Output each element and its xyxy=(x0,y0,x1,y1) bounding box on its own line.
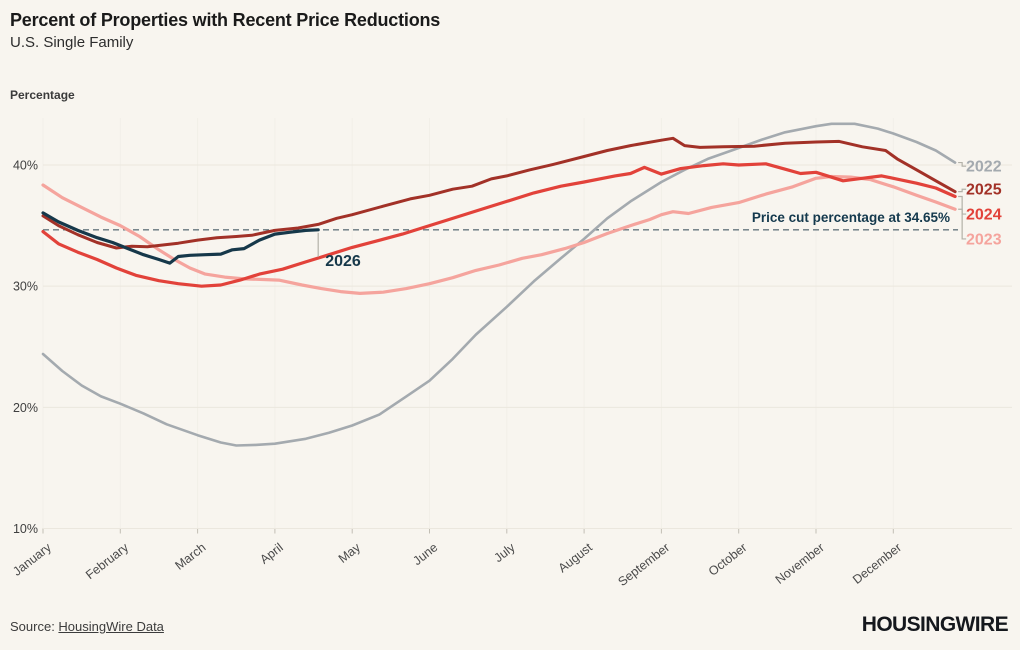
housingwire-logo: HOUSINGWIRE xyxy=(861,613,1009,636)
source-note: Source: HousingWire Data xyxy=(10,619,164,634)
series-line-2025 xyxy=(41,136,957,250)
month-label-september: September xyxy=(615,540,672,589)
month-label-july: July xyxy=(492,540,519,565)
series-line-2023 xyxy=(41,174,957,295)
month-label-may: May xyxy=(336,540,364,566)
month-label-march: March xyxy=(172,540,208,572)
label-connector-2022 xyxy=(958,161,967,167)
label-connector-2025 xyxy=(958,188,967,193)
month-label-january: January xyxy=(10,540,54,579)
price-cut-annotation: Price cut percentage at 34.65% xyxy=(752,210,950,225)
series-label-2026: 2026 xyxy=(325,253,361,270)
y-tick-label-30: 30% xyxy=(13,280,38,294)
month-label-august: August xyxy=(556,540,596,575)
label-connector-2024 xyxy=(958,195,967,215)
y-tick-label-10: 10% xyxy=(13,522,38,536)
y-tick-label-40: 40% xyxy=(13,159,38,173)
y-tick-label-20: 20% xyxy=(13,401,38,415)
month-label-february: February xyxy=(83,540,132,582)
month-label-june: June xyxy=(410,540,440,568)
series-label-2025: 2025 xyxy=(966,182,1002,199)
month-label-april: April xyxy=(257,540,285,566)
month-label-december: December xyxy=(850,540,904,587)
chart-subtitle: U.S. Single Family xyxy=(10,34,134,51)
month-label-november: November xyxy=(773,540,827,587)
series-label-2023: 2023 xyxy=(966,231,1002,248)
source-link[interactable]: HousingWire Data xyxy=(58,619,164,634)
label-connector-2023 xyxy=(958,208,967,240)
y-axis-title: Percentage xyxy=(10,88,75,102)
source-prefix: Source: xyxy=(10,619,59,634)
series-line-2026 xyxy=(41,211,320,265)
series-line-2024 xyxy=(41,162,957,288)
chart-title: Percent of Properties with Recent Price … xyxy=(10,10,441,30)
series-line-2022 xyxy=(41,122,957,447)
chart-header: Percent of Properties with Recent Price … xyxy=(10,10,440,51)
month-label-october: October xyxy=(706,540,750,578)
series-label-2024: 2024 xyxy=(966,207,1002,224)
series-label-2022: 2022 xyxy=(966,159,1002,176)
